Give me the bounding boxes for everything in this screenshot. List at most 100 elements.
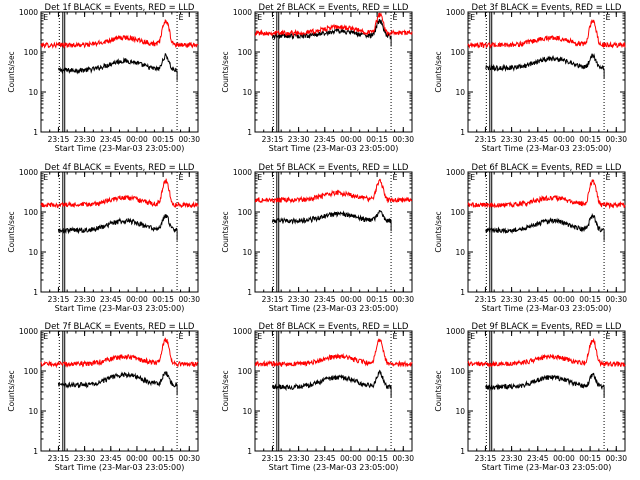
x-tick-label: 00:30 bbox=[392, 454, 414, 463]
x-tick-label: 23:30 bbox=[74, 295, 96, 304]
x-tick-label: 00:00 bbox=[553, 454, 575, 463]
x-tick-label: 23:45 bbox=[527, 295, 549, 304]
y-tick-label: 1000 bbox=[19, 168, 38, 177]
y-tick-label: 1 bbox=[460, 128, 465, 137]
y-tick-label: 1000 bbox=[446, 327, 465, 336]
event-marker-label: E bbox=[392, 13, 397, 22]
chart-title: Det 9f BLACK = Events, RED = LLD bbox=[472, 322, 622, 332]
x-tick-label: 00:30 bbox=[178, 135, 200, 144]
event-marker-label: E bbox=[470, 332, 475, 341]
y-tick-label: 100 bbox=[238, 208, 253, 217]
x-tick-label: 23:15 bbox=[48, 454, 70, 463]
chart-panel-8: Det 8f BLACK = Events, RED = LLD 1 10 100 10… bbox=[221, 322, 414, 472]
y-axis-label: Counts/sec bbox=[221, 370, 230, 411]
x-tick-label: 23:15 bbox=[48, 135, 70, 144]
y-axis-label: Counts/sec bbox=[434, 51, 443, 92]
x-tick-label: 23:15 bbox=[48, 295, 70, 304]
x-tick-label: 00:30 bbox=[605, 454, 627, 463]
x-axis-label: Start Time (23-Mar-03 23:05:00) bbox=[55, 304, 185, 313]
x-tick-label: 23:45 bbox=[314, 454, 336, 463]
y-tick-label: 1000 bbox=[19, 8, 38, 17]
x-tick-label: 23:45 bbox=[314, 135, 336, 144]
events-series-line bbox=[57, 52, 178, 81]
events-series-line bbox=[485, 53, 605, 79]
chart-title: Det 3f BLACK = Events, RED = LLD bbox=[472, 3, 622, 13]
y-tick-label: 1 bbox=[460, 288, 465, 297]
y-tick-label: 10 bbox=[242, 248, 252, 257]
y-axis-label: Counts/sec bbox=[434, 211, 443, 252]
x-tick-label: 00:30 bbox=[392, 135, 414, 144]
y-axis-label: Counts/sec bbox=[7, 370, 16, 411]
event-marker-label: E bbox=[257, 173, 262, 182]
y-tick-label: 1000 bbox=[233, 327, 252, 336]
event-marker-label: E bbox=[392, 332, 397, 341]
x-tick-label: 23:15 bbox=[262, 454, 284, 463]
x-tick-label: 00:15 bbox=[366, 135, 388, 144]
y-tick-label: 10 bbox=[28, 88, 38, 97]
y-tick-label: 10 bbox=[455, 88, 465, 97]
x-tick-label: 00:00 bbox=[126, 135, 148, 144]
x-axis-label: Start Time (23-Mar-03 23:05:00) bbox=[482, 144, 612, 153]
x-tick-label: 23:30 bbox=[501, 135, 523, 144]
y-tick-label: 1 bbox=[460, 447, 465, 456]
event-marker-label: E bbox=[470, 13, 475, 22]
chart-title: Det 8f BLACK = Events, RED = LLD bbox=[259, 322, 409, 332]
y-tick-label: 10 bbox=[455, 407, 465, 416]
event-marker-label: E bbox=[43, 173, 48, 182]
chart-panel-1: Det 1f BLACK = Events, RED = LLD 1 10 100 10… bbox=[7, 3, 200, 153]
y-axis-label: Counts/sec bbox=[7, 51, 16, 92]
x-tick-label: 00:00 bbox=[340, 295, 362, 304]
x-tick-label: 00:30 bbox=[178, 295, 200, 304]
x-tick-label: 00:30 bbox=[178, 454, 200, 463]
x-axis-label: Start Time (23-Mar-03 23:05:00) bbox=[482, 463, 612, 472]
x-tick-label: 23:30 bbox=[288, 295, 310, 304]
y-tick-label: 1 bbox=[247, 288, 252, 297]
x-tick-label: 00:15 bbox=[366, 454, 388, 463]
x-axis-label: Start Time (23-Mar-03 23:05:00) bbox=[269, 463, 399, 472]
x-tick-label: 23:45 bbox=[100, 135, 122, 144]
event-marker-label: E bbox=[605, 332, 610, 341]
chart-title: Det 4f BLACK = Events, RED = LLD bbox=[45, 163, 195, 173]
chart-title: Det 6f BLACK = Events, RED = LLD bbox=[472, 163, 622, 173]
y-tick-label: 1 bbox=[33, 128, 38, 137]
x-axis-label: Start Time (23-Mar-03 23:05:00) bbox=[482, 304, 612, 313]
x-axis-label: Start Time (23-Mar-03 23:05:00) bbox=[55, 144, 185, 153]
y-tick-label: 1 bbox=[33, 447, 38, 456]
y-tick-label: 100 bbox=[24, 48, 39, 57]
y-tick-label: 100 bbox=[24, 208, 39, 217]
lld-series-line bbox=[254, 12, 413, 38]
chart-panel-3: Det 3f BLACK = Events, RED = LLD 1 10 100 10… bbox=[434, 3, 627, 153]
chart-panel-2: Det 2f BLACK = Events, RED = LLD 1 10 100 10… bbox=[221, 3, 414, 153]
x-tick-label: 23:45 bbox=[100, 295, 122, 304]
chart-panel-5: Det 5f BLACK = Events, RED = LLD 1 10 100 10… bbox=[221, 163, 414, 313]
x-tick-label: 23:15 bbox=[475, 454, 497, 463]
y-tick-label: 10 bbox=[28, 407, 38, 416]
chart-title: Det 2f BLACK = Events, RED = LLD bbox=[259, 3, 409, 13]
y-tick-label: 1000 bbox=[446, 168, 465, 177]
x-tick-label: 23:30 bbox=[288, 135, 310, 144]
y-tick-label: 10 bbox=[455, 248, 465, 257]
x-tick-label: 23:15 bbox=[475, 135, 497, 144]
events-series-line bbox=[271, 18, 392, 47]
y-axis-label: Counts/sec bbox=[434, 370, 443, 411]
x-tick-label: 00:15 bbox=[579, 295, 601, 304]
y-tick-label: 100 bbox=[451, 208, 466, 217]
x-axis-label: Start Time (23-Mar-03 23:05:00) bbox=[55, 463, 185, 472]
event-marker-label: E bbox=[257, 13, 262, 22]
x-tick-label: 00:00 bbox=[126, 295, 148, 304]
y-tick-label: 10 bbox=[242, 407, 252, 416]
y-axis-label: Counts/sec bbox=[7, 211, 16, 252]
x-tick-label: 00:15 bbox=[152, 295, 174, 304]
events-series-line bbox=[271, 369, 392, 398]
x-axis-label: Start Time (23-Mar-03 23:05:00) bbox=[269, 304, 399, 313]
chart-panel-6: Det 6f BLACK = Events, RED = LLD 1 10 100 10… bbox=[434, 163, 627, 313]
x-tick-label: 00:30 bbox=[392, 295, 414, 304]
x-tick-label: 23:45 bbox=[100, 454, 122, 463]
chart-panel-9: Det 9f BLACK = Events, RED = LLD 1 10 100 10… bbox=[434, 322, 627, 472]
y-tick-label: 100 bbox=[238, 48, 253, 57]
chart-panel-4: Det 4f BLACK = Events, RED = LLD 1 10 100 10… bbox=[7, 163, 200, 313]
x-tick-label: 00:15 bbox=[579, 454, 601, 463]
y-tick-label: 10 bbox=[28, 248, 38, 257]
event-marker-label: E bbox=[605, 173, 610, 182]
